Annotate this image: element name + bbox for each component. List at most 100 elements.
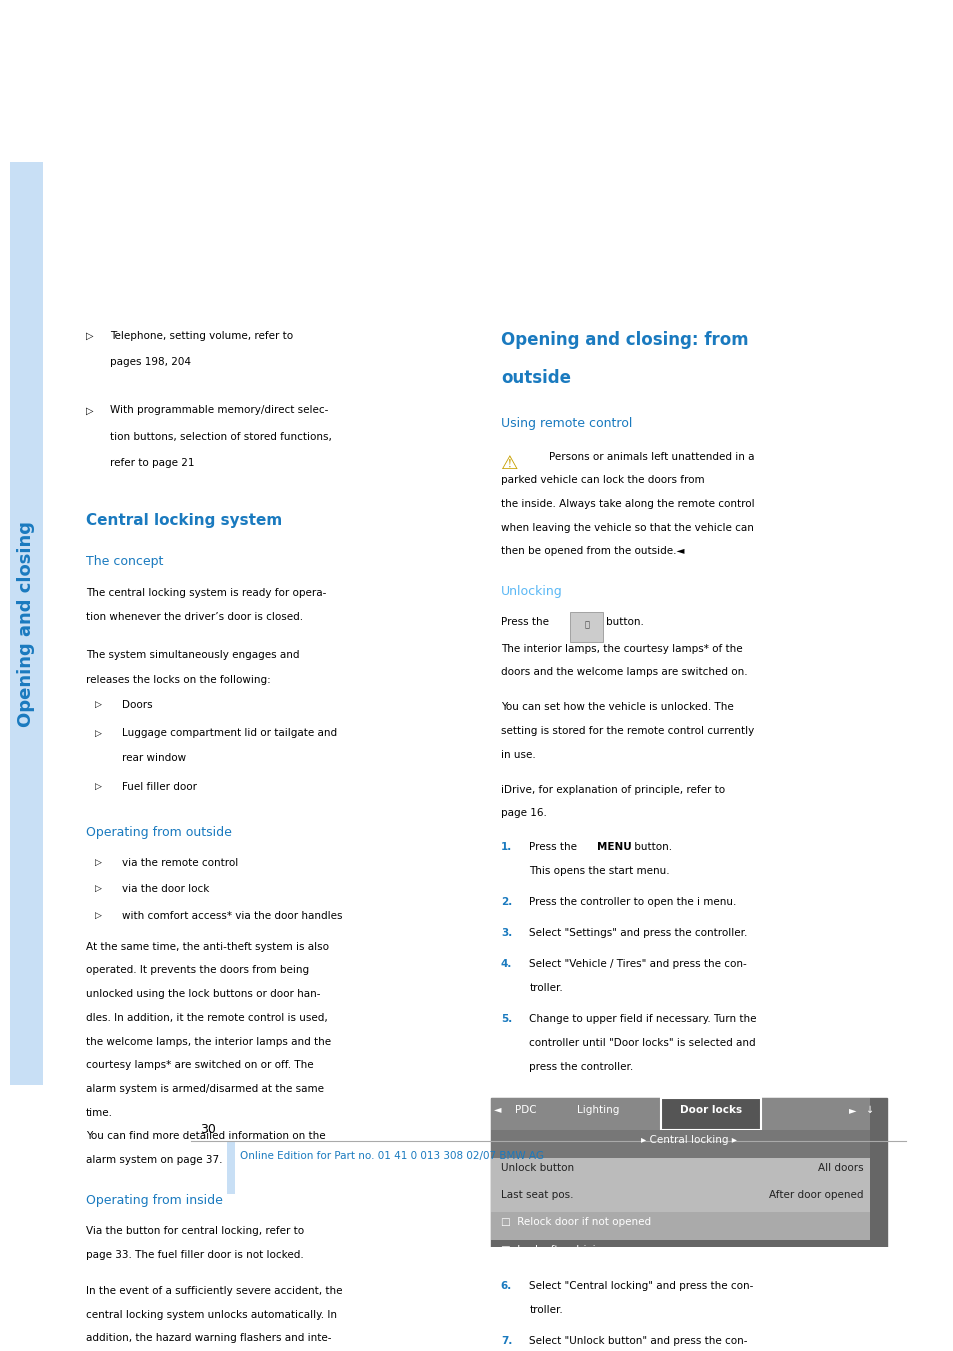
Text: releases the locks on the following:: releases the locks on the following: (86, 676, 271, 685)
Text: The system simultaneously engages and: The system simultaneously engages and (86, 650, 299, 659)
Text: Press the: Press the (529, 842, 580, 852)
Text: Select "Vehicle / Tires" and press the con-: Select "Vehicle / Tires" and press the c… (529, 959, 746, 969)
Text: Opening and closing: from: Opening and closing: from (500, 331, 748, 349)
FancyBboxPatch shape (491, 1185, 886, 1212)
Text: troller.: troller. (529, 1305, 562, 1315)
Text: ▷: ▷ (95, 728, 102, 738)
Text: ▸ Central locking ▸: ▸ Central locking ▸ (640, 1135, 737, 1146)
Text: ▷: ▷ (86, 331, 93, 340)
Text: With programmable memory/direct selec-: With programmable memory/direct selec- (110, 405, 328, 415)
Text: Persons or animals left unattended in a: Persons or animals left unattended in a (548, 451, 753, 462)
FancyBboxPatch shape (491, 1131, 886, 1158)
Text: 7.: 7. (500, 1336, 512, 1346)
Text: Fuel filler door: Fuel filler door (122, 782, 197, 792)
Text: alarm system on page 37.: alarm system on page 37. (86, 1155, 222, 1165)
Text: dles. In addition, it the remote control is used,: dles. In addition, it the remote control… (86, 1013, 327, 1023)
Text: In the event of a sufficiently severe accident, the: In the event of a sufficiently severe ac… (86, 1286, 342, 1296)
Text: central locking system unlocks automatically. In: central locking system unlocks automatic… (86, 1309, 336, 1320)
Text: Using remote control: Using remote control (500, 416, 632, 430)
Text: Central locking system: Central locking system (86, 512, 282, 528)
Text: Select "Settings" and press the controller.: Select "Settings" and press the controll… (529, 928, 747, 938)
FancyBboxPatch shape (491, 1098, 886, 1262)
Text: Doors: Doors (122, 700, 152, 709)
Text: page 16.: page 16. (500, 808, 546, 819)
Text: □  Relock door if not opened: □ Relock door if not opened (500, 1217, 650, 1228)
Text: 🔑: 🔑 (583, 620, 589, 630)
Text: 3.: 3. (500, 928, 512, 938)
FancyBboxPatch shape (491, 1098, 886, 1131)
Text: The interior lamps, the courtesy lamps* of the: The interior lamps, the courtesy lamps* … (500, 643, 741, 654)
Text: PDC: PDC (515, 1105, 537, 1115)
Text: Press the: Press the (500, 617, 548, 627)
Text: alarm system is armed/disarmed at the same: alarm system is armed/disarmed at the sa… (86, 1084, 323, 1094)
FancyBboxPatch shape (491, 1158, 886, 1185)
Text: ▷: ▷ (95, 700, 102, 709)
Text: press the controller.: press the controller. (529, 1062, 633, 1071)
Text: The concept: The concept (86, 555, 163, 567)
FancyBboxPatch shape (660, 1098, 760, 1131)
Text: page 33. The fuel filler door is not locked.: page 33. The fuel filler door is not loc… (86, 1250, 303, 1260)
Text: pages 198, 204: pages 198, 204 (110, 357, 191, 366)
Text: rear window: rear window (122, 754, 186, 763)
Text: troller.: troller. (529, 984, 562, 993)
FancyBboxPatch shape (10, 162, 43, 1085)
Text: Unlock button: Unlock button (500, 1163, 574, 1173)
Text: courtesy lamps* are switched on or off. The: courtesy lamps* are switched on or off. … (86, 1061, 314, 1070)
Text: 5.: 5. (500, 1015, 512, 1024)
Text: □  Lock after driving: □ Lock after driving (500, 1244, 608, 1255)
Text: Select "Central locking" and press the con-: Select "Central locking" and press the c… (529, 1281, 753, 1292)
Text: Press the controller to open the i menu.: Press the controller to open the i menu. (529, 897, 736, 907)
Text: All doors: All doors (817, 1163, 862, 1173)
Text: the welcome lamps, the interior lamps and the: the welcome lamps, the interior lamps an… (86, 1036, 331, 1047)
Text: refer to page 21: refer to page 21 (110, 458, 194, 467)
Text: unlocked using the lock buttons or door han-: unlocked using the lock buttons or door … (86, 989, 320, 1000)
Text: button.: button. (630, 842, 671, 852)
FancyBboxPatch shape (869, 1098, 886, 1262)
Text: in use.: in use. (500, 750, 535, 759)
Text: ◄: ◄ (494, 1104, 501, 1115)
Text: Lighting: Lighting (577, 1105, 618, 1115)
Text: At the same time, the anti-theft system is also: At the same time, the anti-theft system … (86, 942, 329, 951)
Text: MENU: MENU (597, 842, 631, 852)
Text: Door locks: Door locks (679, 1105, 741, 1115)
Text: 2.: 2. (500, 897, 512, 907)
Text: the inside. Always take along the remote control: the inside. Always take along the remote… (500, 499, 754, 509)
Text: You can find more detailed information on the: You can find more detailed information o… (86, 1131, 325, 1142)
Text: ►: ► (848, 1105, 856, 1115)
Text: Luggage compartment lid or tailgate and: Luggage compartment lid or tailgate and (122, 728, 336, 739)
Text: ▷: ▷ (95, 782, 102, 792)
Text: You can set how the vehicle is unlocked. The: You can set how the vehicle is unlocked.… (500, 703, 733, 712)
Text: controller until "Door locks" is selected and: controller until "Door locks" is selecte… (529, 1038, 756, 1048)
Text: 6.: 6. (500, 1281, 512, 1292)
Text: when leaving the vehicle so that the vehicle can: when leaving the vehicle so that the veh… (500, 523, 753, 532)
Text: iDrive, for explanation of principle, refer to: iDrive, for explanation of principle, re… (500, 785, 724, 794)
Text: ⚠: ⚠ (500, 454, 517, 473)
Text: button.: button. (605, 617, 643, 627)
Text: Opening and closing: Opening and closing (17, 520, 35, 727)
Text: via the door lock: via the door lock (122, 885, 210, 894)
Text: Select "Unlock button" and press the con-: Select "Unlock button" and press the con… (529, 1336, 747, 1346)
Text: ▷: ▷ (95, 911, 102, 920)
Text: Change to upper field if necessary. Turn the: Change to upper field if necessary. Turn… (529, 1015, 756, 1024)
Text: ▷: ▷ (95, 858, 102, 867)
FancyBboxPatch shape (491, 1240, 886, 1267)
Text: setting is stored for the remote control currently: setting is stored for the remote control… (500, 725, 753, 736)
Bar (227, 1142, 234, 1194)
Text: via the remote control: via the remote control (122, 858, 238, 869)
Text: Telephone, setting volume, refer to: Telephone, setting volume, refer to (110, 331, 293, 340)
Text: tion whenever the driver’s door is closed.: tion whenever the driver’s door is close… (86, 612, 303, 623)
Text: parked vehicle can lock the doors from: parked vehicle can lock the doors from (500, 476, 703, 485)
Text: 30: 30 (199, 1124, 215, 1136)
Text: This opens the start menu.: This opens the start menu. (529, 866, 669, 875)
Text: 4.: 4. (500, 959, 512, 969)
Text: time.: time. (86, 1108, 112, 1117)
Text: ↓: ↓ (865, 1105, 874, 1115)
Text: addition, the hazard warning flashers and inte-: addition, the hazard warning flashers an… (86, 1333, 331, 1343)
Text: doors and the welcome lamps are switched on.: doors and the welcome lamps are switched… (500, 667, 747, 677)
Text: outside: outside (500, 369, 570, 388)
Text: then be opened from the outside.◄: then be opened from the outside.◄ (500, 546, 683, 557)
Text: operated. It prevents the doors from being: operated. It prevents the doors from bei… (86, 966, 309, 975)
FancyBboxPatch shape (570, 612, 602, 642)
Text: After door opened: After door opened (768, 1190, 862, 1200)
Text: Operating from inside: Operating from inside (86, 1194, 222, 1206)
